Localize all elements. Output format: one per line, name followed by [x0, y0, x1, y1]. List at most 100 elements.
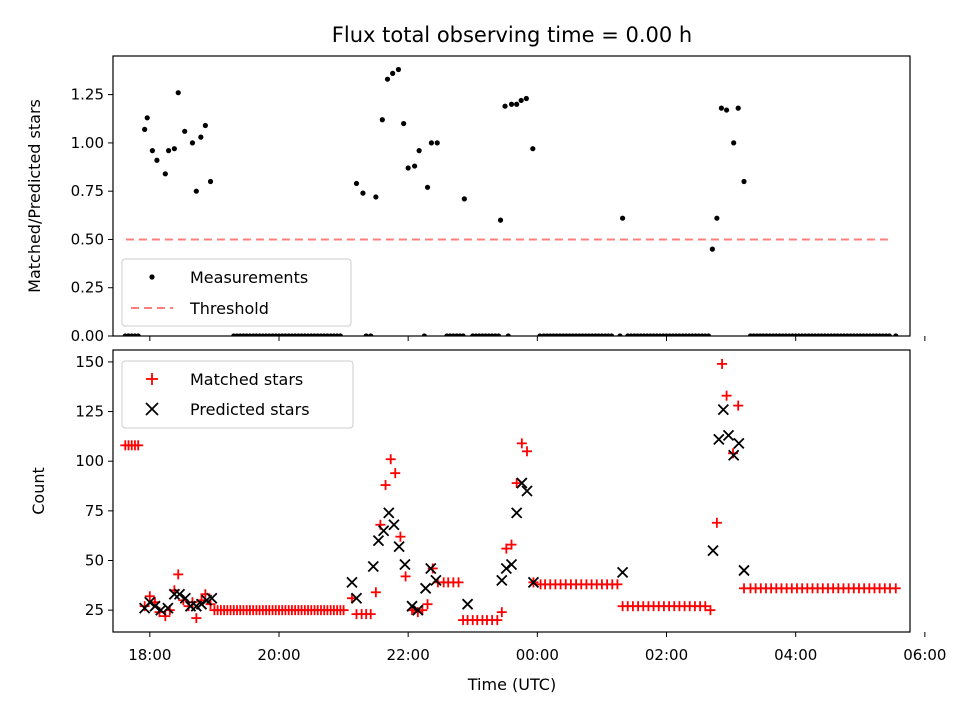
predicted-point	[521, 485, 533, 497]
bottom-x-ticks: 18:00 20:00 22:00 00:00 02:00 04:00 06:00	[128, 632, 946, 664]
measurement-point	[497, 217, 504, 223]
matched-point	[711, 517, 722, 528]
predicted-point	[419, 582, 432, 594]
y-tick-label: 0.50	[71, 230, 104, 248]
measurement-point	[495, 333, 502, 336]
matched-point	[516, 438, 527, 449]
predicted-point	[738, 564, 750, 577]
measurement-point	[198, 134, 204, 140]
x-tick-label: 02:00	[645, 646, 688, 664]
x-tick-label: 22:00	[387, 646, 430, 664]
x-tick-label: 00:00	[516, 646, 559, 664]
predicted-point	[155, 604, 167, 616]
measurement-point	[368, 333, 374, 336]
matched-point	[365, 609, 376, 620]
measurement-point	[175, 90, 181, 96]
predicted-point	[372, 535, 385, 547]
measurement-point	[154, 157, 160, 163]
predicted-point	[728, 449, 740, 461]
measurement-point	[886, 333, 892, 336]
y-tick-label: 0.25	[71, 279, 104, 297]
measurement-point	[405, 165, 411, 171]
x-tick-label: 06:00	[903, 646, 946, 664]
measurement-point	[705, 333, 712, 336]
matched-point	[511, 478, 522, 489]
measurement-point	[189, 140, 196, 146]
x-tick-label: 18:00	[128, 646, 171, 664]
matched-point	[395, 531, 406, 542]
predicted-point	[346, 576, 358, 588]
predicted-point	[516, 477, 528, 489]
measurement-point	[461, 196, 467, 202]
measurement-point	[353, 180, 360, 187]
matched-point	[733, 400, 744, 411]
measurement-point	[149, 148, 155, 154]
measurement-point	[518, 97, 524, 104]
predicted-point	[616, 566, 629, 579]
predicted-point	[388, 519, 400, 531]
predicted-point	[722, 429, 735, 442]
predicted-point	[717, 403, 729, 416]
measurement-point	[709, 246, 715, 252]
predicted-point	[511, 507, 523, 519]
matched-point	[522, 446, 533, 457]
y-tick-label: 1.25	[71, 86, 104, 104]
top-marks	[122, 66, 899, 336]
predicted-point	[377, 525, 390, 537]
top-x-ticks	[149, 336, 926, 341]
measurement-point	[523, 95, 529, 102]
bottom-y-axis-label: Count	[29, 467, 48, 515]
matched-point	[890, 583, 901, 594]
x-axis-label: Time (UTC)	[467, 675, 556, 694]
predicted-point	[406, 600, 418, 612]
measurement-point	[207, 178, 214, 185]
matched-point	[412, 607, 423, 618]
bottom-y-ticks: 25 50 75 100 125 150	[75, 353, 113, 619]
legend-predicted-marker	[145, 402, 159, 416]
measurement-point	[460, 333, 466, 336]
predicted-point	[430, 574, 442, 587]
predicted-point	[425, 562, 437, 575]
bottom-marks	[120, 358, 901, 626]
predicted-point	[168, 588, 180, 600]
predicted-point	[393, 540, 405, 553]
measurement-point	[718, 105, 725, 111]
predicted-point	[713, 433, 725, 446]
matched-point	[338, 605, 349, 616]
matched-point	[144, 591, 155, 602]
predicted-point	[179, 592, 191, 604]
y-tick-label: 50	[85, 552, 104, 570]
y-tick-label: 1.00	[71, 134, 104, 152]
measurement-point	[735, 105, 741, 111]
matched-point	[492, 615, 503, 626]
measurement-point	[165, 148, 172, 154]
measurement-point	[162, 171, 168, 177]
predicted-point	[707, 544, 719, 557]
predicted-point	[527, 576, 540, 588]
matched-point	[422, 599, 433, 610]
matched-point	[717, 358, 728, 369]
measurement-point	[428, 140, 435, 146]
matched-point	[453, 577, 464, 588]
measurement-point	[379, 117, 385, 123]
measurement-point	[537, 333, 543, 336]
predicted-point	[383, 507, 395, 519]
series-measurements	[122, 66, 899, 336]
measurement-point	[617, 333, 623, 336]
measurement-point	[363, 333, 369, 336]
top-y-axis-label: Matched/Predicted stars	[25, 99, 44, 293]
matched-point	[160, 611, 171, 622]
predicted-point	[173, 588, 186, 600]
legend-measurements-label: Measurements	[190, 268, 308, 287]
predicted-point	[149, 600, 161, 612]
y-tick-label: 125	[75, 403, 104, 421]
measurement-point	[609, 333, 615, 336]
measurement-point	[619, 215, 626, 221]
measurement-point	[530, 146, 536, 152]
measurement-point	[171, 146, 177, 152]
measurement-point	[384, 76, 391, 82]
top-legend-box	[121, 258, 352, 327]
predicted-point	[496, 574, 508, 587]
measurement-point	[514, 101, 520, 107]
